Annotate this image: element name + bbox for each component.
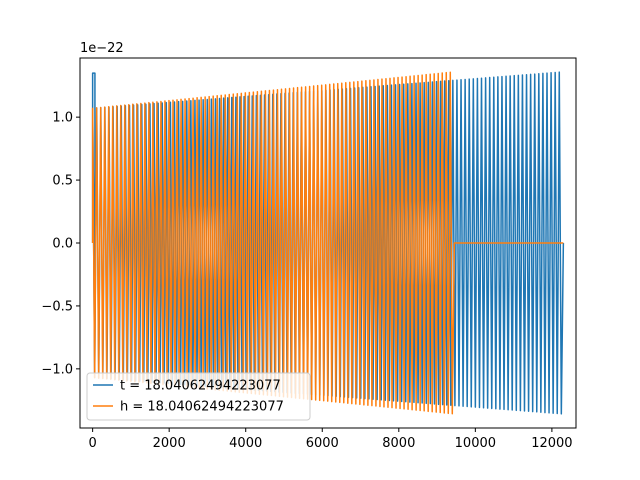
x-tick-label: 10000 <box>455 436 496 451</box>
legend-label: h = 18.04062494223077 <box>120 400 284 415</box>
legend-box <box>86 372 311 421</box>
x-tick-label: 0 <box>88 436 96 451</box>
x-tick-label: 12000 <box>531 436 572 451</box>
x-tick-label: 8000 <box>382 436 415 451</box>
legend-label: t = 18.04062494223077 <box>120 379 281 394</box>
x-axis: 0 2000 4000 6000 8000 10000 12000 <box>88 428 573 451</box>
x-tick-label: 6000 <box>306 436 339 451</box>
x-tick-label: 4000 <box>229 436 262 451</box>
y-tick-label: 0.5 <box>52 174 73 189</box>
y-tick-label: −0.5 <box>41 299 73 314</box>
legend: t = 18.04062494223077 h = 18.040624942230… <box>86 372 311 421</box>
y-tick-label: 1.0 <box>52 111 73 126</box>
y-tick-label: −1.0 <box>41 362 73 377</box>
y-offset-text: 1e−22 <box>80 41 124 56</box>
y-axis: −1.0 −0.5 0.0 0.5 1.0 <box>41 111 80 377</box>
series-line-2 <box>91 71 564 415</box>
x-tick-label: 2000 <box>153 436 186 451</box>
y-tick-label: 0.0 <box>52 237 73 252</box>
